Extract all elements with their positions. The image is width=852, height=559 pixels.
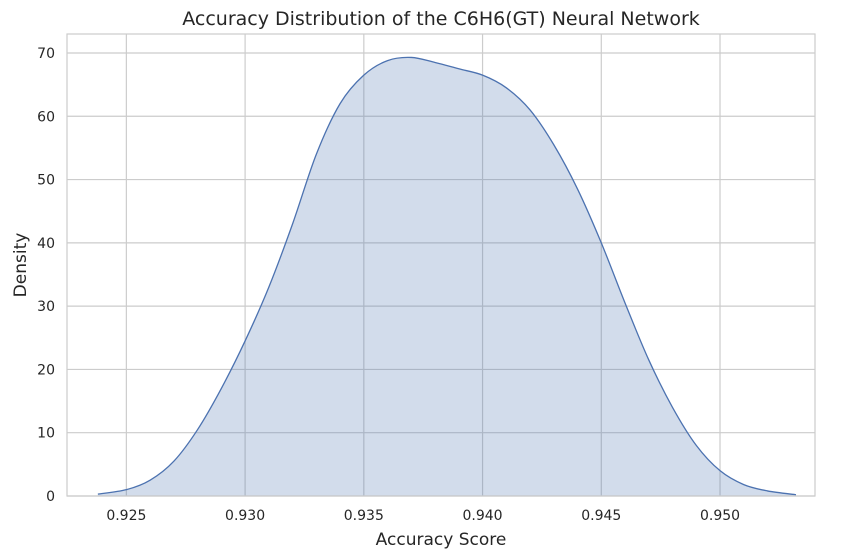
x-tick-label: 0.925 <box>106 508 146 524</box>
chart-title: Accuracy Distribution of the C6H6(GT) Ne… <box>182 8 700 30</box>
tick-labels: 0.925 0.930 0.935 0.940 0.945 0.950 0 10 20 30 40 5… <box>37 46 740 524</box>
y-tick-label: 20 <box>37 362 55 378</box>
x-axis-label: Accuracy Score <box>376 530 507 550</box>
y-tick-label: 0 <box>46 489 55 505</box>
y-tick-label: 10 <box>37 426 55 442</box>
y-tick-label: 30 <box>37 299 55 315</box>
y-tick-label: 70 <box>37 46 55 62</box>
plot-area <box>97 56 797 496</box>
x-tick-label: 0.950 <box>700 508 740 524</box>
x-tick-label: 0.945 <box>581 508 621 524</box>
y-axis-label: Density <box>11 233 31 298</box>
y-tick-label: 50 <box>37 173 55 189</box>
x-tick-label: 0.940 <box>463 508 503 524</box>
density-curve <box>97 56 797 496</box>
x-tick-label: 0.935 <box>344 508 384 524</box>
density-area <box>97 57 797 496</box>
axes-frame <box>66 33 816 497</box>
x-tick-label: 0.930 <box>225 508 265 524</box>
y-tick-label: 40 <box>37 236 55 252</box>
y-tick-label: 60 <box>37 109 55 125</box>
grid <box>67 34 815 497</box>
